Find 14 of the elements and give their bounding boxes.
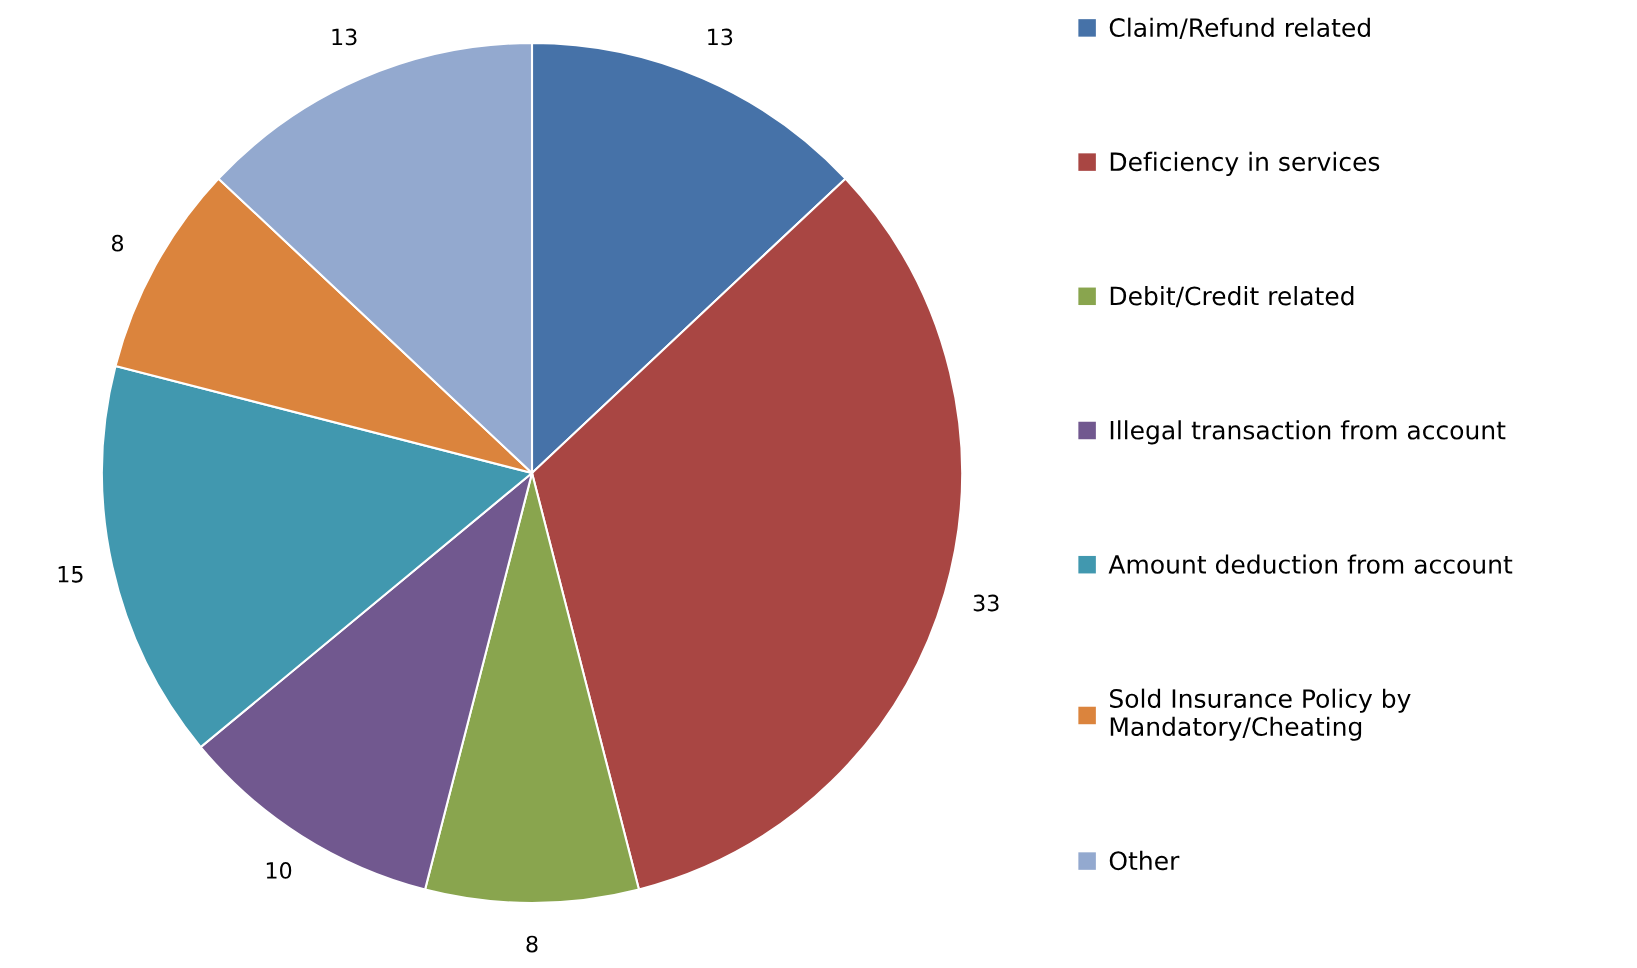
legend-label: Illegal transaction from account <box>1110 420 1506 445</box>
legend-label: Claim/Refund related <box>1109 17 1370 39</box>
legend-label: Debit/Credit related <box>1110 286 1354 308</box>
legend-label: Amount deduction from account <box>1108 554 1513 574</box>
legend-label: Sold Insurance Policy by Mandatory/Cheating <box>1110 688 1411 741</box>
data-label: 15 <box>58 566 83 583</box>
data-label: 13 <box>332 28 357 46</box>
legend-label: Other <box>1109 850 1180 871</box>
legend-label: Deficiency in services <box>1110 151 1380 177</box>
data-label: 8 <box>526 935 538 953</box>
data-label: 10 <box>266 862 292 879</box>
data-label: 13 <box>708 28 733 46</box>
data-label: 33 <box>973 594 999 612</box>
data-label: 8 <box>111 234 124 252</box>
